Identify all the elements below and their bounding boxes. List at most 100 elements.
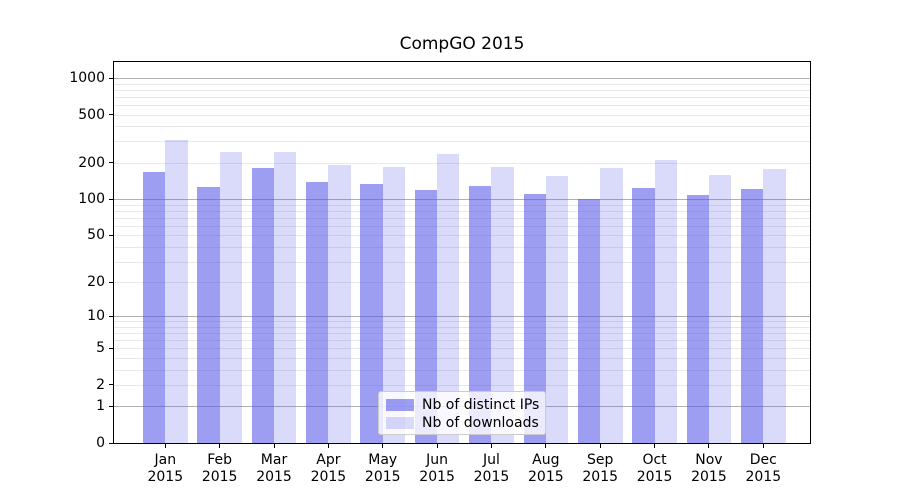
y-tick-mark	[109, 77, 113, 79]
gridline-minor	[114, 246, 810, 248]
legend-label-distinct-ips: Nb of distinct IPs	[422, 397, 540, 413]
x-tick-mark	[599, 444, 601, 448]
y-tick-label: 1	[96, 398, 105, 415]
y-tick-label: 200	[78, 154, 105, 171]
gridline-minor	[114, 326, 810, 328]
x-tick-label: Jan 2015	[147, 452, 184, 485]
gridline-minor	[114, 89, 810, 91]
x-tick-mark	[762, 444, 764, 448]
bar-downloads-sep	[600, 168, 623, 443]
y-tick-mark	[109, 384, 113, 386]
y-tick-mark	[109, 347, 113, 349]
legend-row-distinct-ips: Nb of distinct IPs	[386, 396, 545, 414]
bar-distinct-ips-jul	[469, 186, 492, 443]
y-tick-mark	[109, 198, 113, 200]
gridline-minor	[114, 369, 810, 371]
bar-downloads-jun	[437, 154, 460, 443]
x-tick-mark	[545, 444, 547, 448]
bar-downloads-jan	[165, 140, 188, 443]
y-tick-label: 1000	[69, 70, 105, 86]
gridline-major	[114, 199, 810, 201]
y-tick-label: 500	[78, 106, 105, 123]
x-tick-label: Oct 2015	[636, 452, 673, 485]
bar-downloads-dec	[763, 169, 786, 443]
bar-distinct-ips-oct	[632, 188, 655, 443]
bar-distinct-ips-jan	[143, 171, 166, 443]
bar-distinct-ips-dec	[741, 189, 764, 443]
x-tick-mark	[164, 444, 166, 448]
legend-swatch-downloads	[386, 417, 414, 429]
y-tick-label: 10	[87, 308, 105, 325]
y-tick-label: 100	[78, 191, 105, 208]
y-tick-mark	[109, 114, 113, 116]
bar-downloads-mar	[274, 152, 297, 443]
legend-row-downloads: Nb of downloads	[386, 414, 545, 432]
gridline-minor	[114, 235, 810, 237]
x-tick-label: Sep 2015	[582, 452, 619, 485]
bar-downloads-may	[382, 167, 406, 443]
x-tick-mark	[382, 444, 384, 448]
bar-distinct-ips-nov	[686, 194, 709, 443]
gridline-minor	[114, 261, 810, 263]
x-tick-label: Feb 2015	[201, 452, 238, 485]
x-tick-label: May 2015	[364, 452, 401, 485]
bar-downloads-aug	[545, 175, 569, 443]
gridline-minor	[114, 225, 810, 227]
y-tick-label: 20	[87, 274, 105, 291]
x-tick-label: Dec 2015	[745, 452, 782, 485]
y-tick-label: 2	[96, 376, 105, 393]
bar-distinct-ips-aug	[523, 194, 546, 443]
legend-label-downloads: Nb of downloads	[422, 415, 539, 431]
gridline-minor	[114, 321, 810, 323]
gridline-minor	[114, 217, 810, 219]
chart-title: CompGO 2015	[399, 34, 525, 54]
x-tick-label: Aug 2015	[528, 452, 564, 485]
gridline-minor	[114, 204, 810, 206]
bar-downloads-apr	[328, 164, 351, 443]
gridline-minor	[114, 340, 810, 342]
gridline-minor	[114, 162, 810, 164]
y-tick-mark	[109, 162, 113, 164]
y-tick-label: 5	[96, 340, 105, 357]
x-tick-label: Mar 2015	[256, 452, 292, 485]
y-tick-mark	[109, 281, 113, 283]
y-tick-mark	[109, 234, 113, 236]
gridline-minor	[114, 141, 810, 143]
y-tick-mark	[109, 442, 113, 444]
gridline-minor	[114, 114, 810, 116]
bar-distinct-ips-jun	[414, 189, 438, 443]
gridline-minor	[114, 96, 810, 98]
gridline-minor	[114, 126, 810, 128]
x-tick-label: Nov 2015	[691, 452, 727, 485]
gridline-major	[114, 78, 810, 79]
y-tick-label: 50	[87, 227, 105, 244]
gridline-minor	[114, 348, 810, 350]
gridline-minor	[114, 83, 810, 85]
y-tick-mark	[109, 405, 113, 407]
y-tick-label: 0	[96, 435, 105, 451]
legend: Nb of distinct IPs Nb of downloads	[378, 391, 546, 435]
x-tick-mark	[273, 444, 275, 448]
y-tick-mark	[109, 315, 113, 317]
gridline-minor	[114, 104, 810, 106]
bar-distinct-ips-mar	[251, 168, 275, 443]
x-tick-mark	[327, 444, 329, 448]
gridline-minor	[114, 357, 810, 359]
bar-distinct-ips-may	[360, 183, 383, 443]
bar-distinct-ips-feb	[197, 186, 220, 443]
x-tick-mark	[490, 444, 492, 448]
bar-downloads-oct	[654, 160, 677, 443]
bar-downloads-jul	[491, 166, 514, 443]
x-tick-mark	[654, 444, 656, 448]
x-tick-mark	[436, 444, 438, 448]
x-tick-mark	[219, 444, 221, 448]
x-tick-label: Jul 2015	[473, 452, 510, 485]
gridline-minor	[114, 333, 810, 335]
bar-distinct-ips-apr	[306, 181, 329, 443]
gridline-minor	[114, 210, 810, 212]
gridline-major	[114, 316, 810, 318]
gridline-minor	[114, 282, 810, 284]
x-tick-label: Jun 2015	[419, 452, 455, 485]
x-tick-mark	[708, 444, 710, 448]
